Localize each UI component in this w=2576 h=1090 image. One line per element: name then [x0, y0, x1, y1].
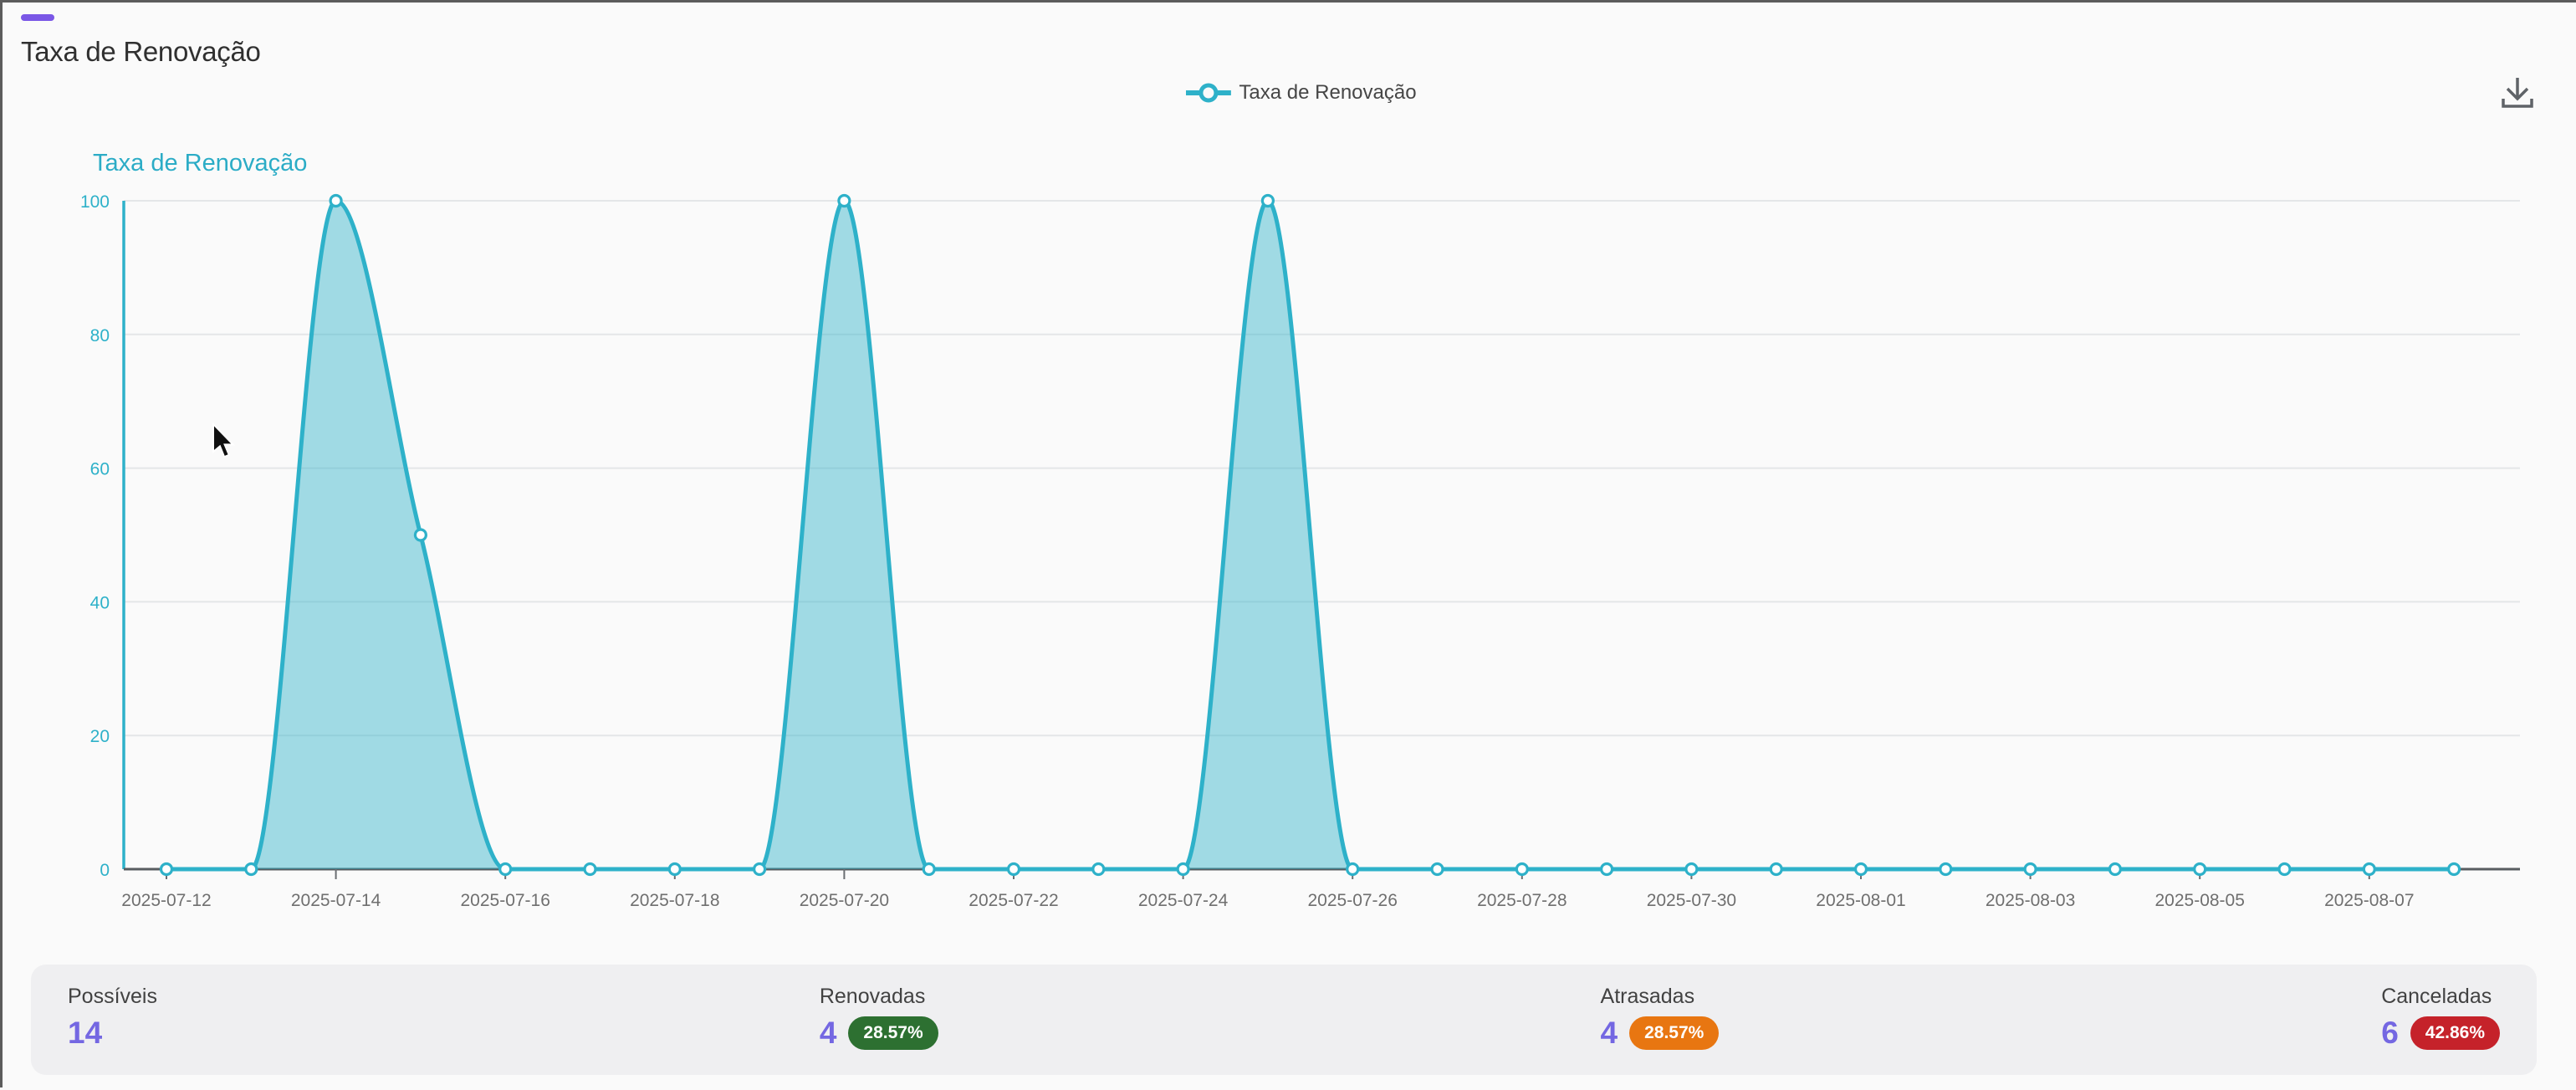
chart-plot-area[interactable]: 0 20 40 60 80 100 2025-07-12 2025-07-14 2025-07-… — [3, 3, 2576, 1090]
x-axis-label: 2025-07-30 — [1647, 891, 1736, 910]
data-point-marker[interactable] — [1684, 862, 1699, 877]
data-point-marker[interactable] — [1769, 862, 1783, 877]
x-axis-label: 2025-07-18 — [630, 891, 719, 910]
x-axis-label: 2025-07-14 — [291, 891, 381, 910]
summary-badge: 42.86% — [2410, 1016, 2500, 1050]
data-point-marker[interactable] — [498, 862, 513, 877]
legend-item[interactable]: Taxa de Renovação — [1185, 81, 1417, 105]
x-axis-label: 2025-08-05 — [2154, 891, 2244, 910]
summary-item-possiveis: Possíveis 14 — [68, 985, 157, 1051]
summary-item-renovadas: Renovadas 4 28.57% — [820, 985, 938, 1051]
data-point-marker[interactable] — [2023, 862, 2037, 877]
data-point-marker[interactable] — [1939, 862, 1953, 877]
y-axis-label: 20 — [90, 727, 110, 746]
page-title: Taxa de Renovação — [21, 36, 261, 67]
x-axis-label: 2025-07-20 — [800, 891, 889, 910]
accent-bar — [21, 14, 54, 21]
summary-value: 4 — [1600, 1016, 1618, 1050]
data-point-marker[interactable] — [1176, 862, 1190, 877]
data-point-marker[interactable] — [752, 862, 767, 877]
download-button[interactable] — [2497, 73, 2538, 113]
summary-label: Atrasadas — [1600, 985, 1695, 1008]
y-axis-label: 60 — [90, 460, 110, 479]
data-point-marker[interactable] — [1260, 193, 1275, 208]
x-axis-label: 2025-07-12 — [121, 891, 211, 910]
summary-value: 6 — [2381, 1016, 2399, 1050]
summary-badge: 28.57% — [848, 1016, 938, 1050]
data-point-marker[interactable] — [922, 862, 936, 877]
legend-label: Taxa de Renovação — [1239, 81, 1417, 104]
x-axis-label: 2025-08-01 — [1816, 891, 1905, 910]
x-axis-label: 2025-07-24 — [1138, 891, 1229, 910]
data-point-marker[interactable] — [329, 193, 343, 208]
data-point-marker[interactable] — [667, 862, 682, 877]
chart-title: Taxa de Renovação — [93, 150, 308, 177]
y-axis-label: 100 — [80, 192, 110, 212]
x-axis-label: 2025-07-28 — [1477, 891, 1567, 910]
summary-bar: Possíveis 14 Renovadas 4 28.57% Atrasada… — [31, 965, 2537, 1075]
data-point-marker[interactable] — [1091, 862, 1106, 877]
x-axis-label: 2025-07-16 — [460, 891, 549, 910]
data-point-marker[interactable] — [1006, 862, 1021, 877]
y-axis-label: 80 — [90, 326, 110, 345]
data-point-marker[interactable] — [1599, 862, 1614, 877]
summary-item-atrasadas: Atrasadas 4 28.57% — [1601, 985, 1720, 1051]
x-axis-label: 2025-07-26 — [1307, 891, 1397, 910]
data-point-marker[interactable] — [1853, 862, 1868, 877]
y-axis-label: 40 — [90, 593, 110, 612]
data-point-marker[interactable] — [1430, 862, 1444, 877]
data-point-marker[interactable] — [1515, 862, 1529, 877]
x-axis-label: 2025-08-07 — [2324, 891, 2414, 910]
data-point-marker[interactable] — [244, 862, 258, 877]
summary-value: 4 — [819, 1016, 837, 1050]
data-point-marker[interactable] — [413, 528, 427, 542]
download-icon — [2502, 78, 2533, 108]
summary-label: Renovadas — [819, 985, 926, 1008]
data-point-marker[interactable] — [159, 862, 174, 877]
data-point-marker[interactable] — [2193, 862, 2207, 877]
data-point-marker[interactable] — [837, 193, 851, 208]
data-point-marker[interactable] — [583, 862, 597, 877]
x-axis-label: 2025-07-22 — [969, 891, 1058, 910]
data-point-marker[interactable] — [2277, 862, 2292, 877]
summary-item-canceladas: Canceladas 6 42.86% — [2381, 985, 2500, 1051]
summary-label: Possíveis — [68, 985, 157, 1008]
legend-line-marker-icon — [1185, 83, 1231, 103]
y-axis-label: 0 — [100, 861, 110, 880]
x-axis-label: 2025-08-03 — [1986, 891, 2075, 910]
data-point-marker[interactable] — [2108, 862, 2122, 877]
summary-value: 14 — [68, 1016, 103, 1050]
summary-badge: 28.57% — [1629, 1016, 1720, 1050]
chart-legend: Taxa de Renovação — [1185, 81, 1417, 105]
data-point-marker[interactable] — [2447, 862, 2461, 877]
summary-label: Canceladas — [2381, 985, 2492, 1008]
data-point-marker[interactable] — [2362, 862, 2376, 877]
data-point-marker[interactable] — [1346, 862, 1360, 877]
